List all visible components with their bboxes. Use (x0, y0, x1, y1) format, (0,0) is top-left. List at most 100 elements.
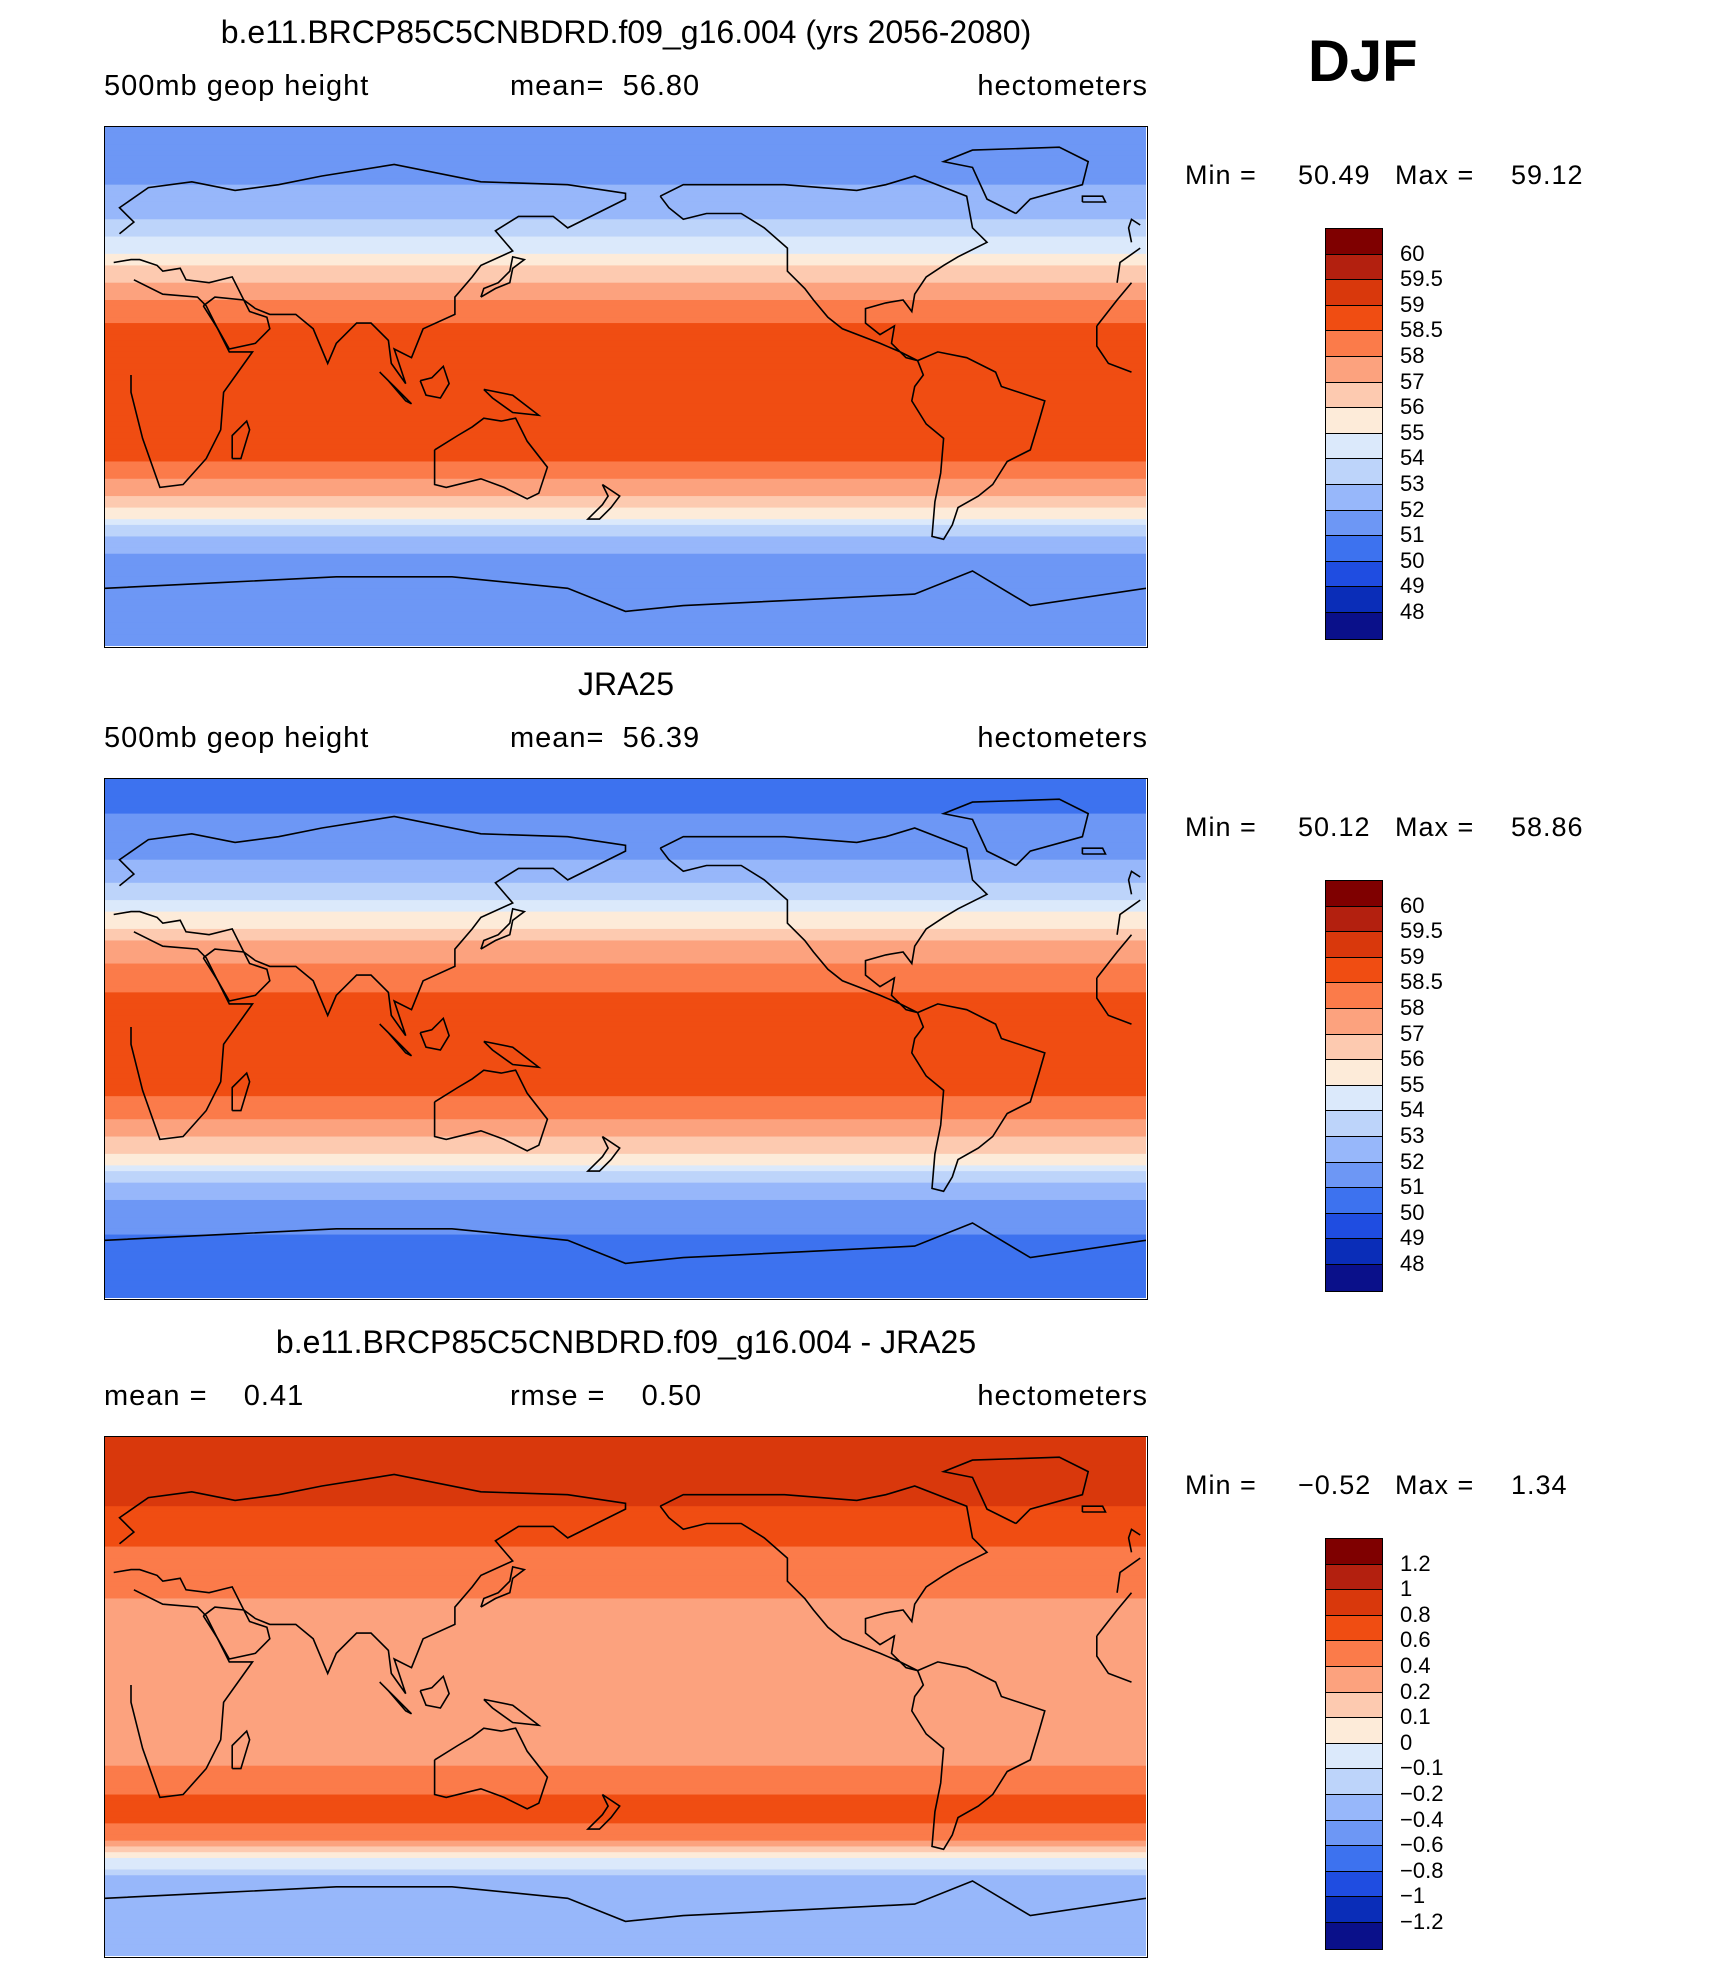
contour-band (105, 1234, 1146, 1241)
contour-band (105, 1627, 1146, 1634)
contour-band (105, 1840, 1146, 1848)
contour-band (105, 946, 1146, 953)
contour-band (105, 1927, 1146, 1934)
coastline (105, 570, 1146, 613)
contour-band (105, 1736, 1146, 1744)
max-label: Max = (1395, 812, 1475, 842)
coastline (130, 279, 1133, 489)
coastline (130, 931, 1133, 1141)
contour-band (105, 461, 1146, 468)
colorbar-tick-label: −1.2 (1400, 1909, 1444, 1934)
contour-band (105, 334, 1146, 341)
colorbar-swatch (1326, 1718, 1382, 1744)
max-value: 58.86 (1511, 812, 1584, 842)
colorbar-tick-label: 0.6 (1400, 1627, 1431, 1653)
contour-band (105, 132, 1146, 140)
colorbar-tick-label: 59.5 (1400, 918, 1443, 944)
contour-band (105, 819, 1146, 826)
contour-band (105, 599, 1146, 607)
contour-band (105, 374, 1146, 382)
coastline (113, 163, 1141, 385)
center-label: rmse = 0.50 (510, 1380, 703, 1412)
contour-band (105, 1558, 1146, 1565)
contour-band (105, 178, 1146, 186)
contour-band (105, 1615, 1146, 1623)
contour-band (105, 409, 1146, 416)
contour-band (105, 1598, 1146, 1605)
contour-band (105, 432, 1146, 439)
colorbar-swatch (1326, 1666, 1382, 1693)
contour-band (105, 1194, 1146, 1201)
left-label: 500mb geop height (104, 70, 370, 102)
colorbar-swatch (1326, 1897, 1382, 1923)
contour-band (105, 1044, 1146, 1051)
coastline (105, 1222, 1146, 1265)
contour-band (105, 1857, 1146, 1865)
contour-band (105, 1800, 1146, 1807)
contour-band (105, 980, 1146, 988)
colorbar-swatch (1326, 510, 1382, 537)
contour-band (105, 1696, 1146, 1703)
contour-band (105, 888, 1146, 895)
contour-band (105, 1742, 1146, 1749)
contour-band (105, 138, 1146, 145)
contour-band (105, 1067, 1146, 1074)
coastline (130, 1589, 1133, 1799)
contour-band (105, 1176, 1146, 1184)
contour-band (105, 530, 1146, 538)
colorbar-swatch (1326, 1641, 1382, 1667)
colorbar-swatch (1326, 881, 1382, 907)
contour-band (105, 1494, 1146, 1502)
contour-band (105, 628, 1146, 636)
coastline (480, 255, 527, 298)
contour-band (105, 571, 1146, 578)
max-value: 59.12 (1511, 160, 1584, 190)
colorbar-swatch (1326, 1162, 1382, 1189)
contour-band (105, 1932, 1146, 1940)
contour-band (105, 1021, 1146, 1028)
min-value: 50.49 (1298, 160, 1371, 190)
contour-band (105, 1708, 1146, 1715)
colorbar-tick-label: 53 (1400, 1123, 1425, 1148)
contour-band (105, 1575, 1146, 1582)
colorbar-tick-label: 52 (1400, 496, 1425, 522)
contour-band (105, 1171, 1146, 1178)
contour-band (105, 1777, 1146, 1784)
contour-band (105, 813, 1146, 820)
contour-band (105, 1869, 1146, 1876)
contour-band (105, 1205, 1146, 1213)
contour-band (105, 1182, 1146, 1190)
colorbar-swatch (1326, 305, 1382, 332)
colorbar-tick-label: −0.4 (1400, 1806, 1444, 1832)
contour-band (105, 213, 1146, 220)
contour-band (105, 1228, 1146, 1236)
contour-band (105, 1251, 1146, 1259)
contour-band (105, 1944, 1146, 1951)
coastline (659, 827, 989, 1014)
contour-band (105, 1199, 1146, 1207)
colorbar-swatch (1326, 1922, 1382, 1949)
min-max-readout: Min = 50.12 Max = 58.86 (1185, 812, 1583, 843)
coastline (483, 1698, 542, 1727)
coastline (1127, 1528, 1141, 1553)
panel-title: JRA25 (577, 666, 675, 702)
contour-band (105, 524, 1146, 532)
map-svg (105, 779, 1146, 1298)
contour-band (105, 1078, 1146, 1086)
contour-band (105, 923, 1146, 930)
contour-band (105, 1101, 1146, 1109)
coastline (940, 146, 1090, 215)
colorbar-tick-label: 50 (1400, 547, 1425, 573)
colorbar-tick-label: 54 (1400, 445, 1425, 471)
coastline (659, 1485, 989, 1672)
contour-band (105, 438, 1146, 445)
colorbar-tick-label: 56 (1400, 1046, 1425, 1072)
colorbar-swatch (1326, 356, 1382, 383)
contour-band (105, 328, 1146, 336)
colorbar (1325, 880, 1383, 1292)
contour-band (105, 928, 1146, 936)
colorbar-tick-label: 60 (1400, 240, 1425, 266)
contour-band (105, 1863, 1146, 1871)
contour-band (105, 542, 1146, 549)
contour-band (105, 1661, 1146, 1669)
